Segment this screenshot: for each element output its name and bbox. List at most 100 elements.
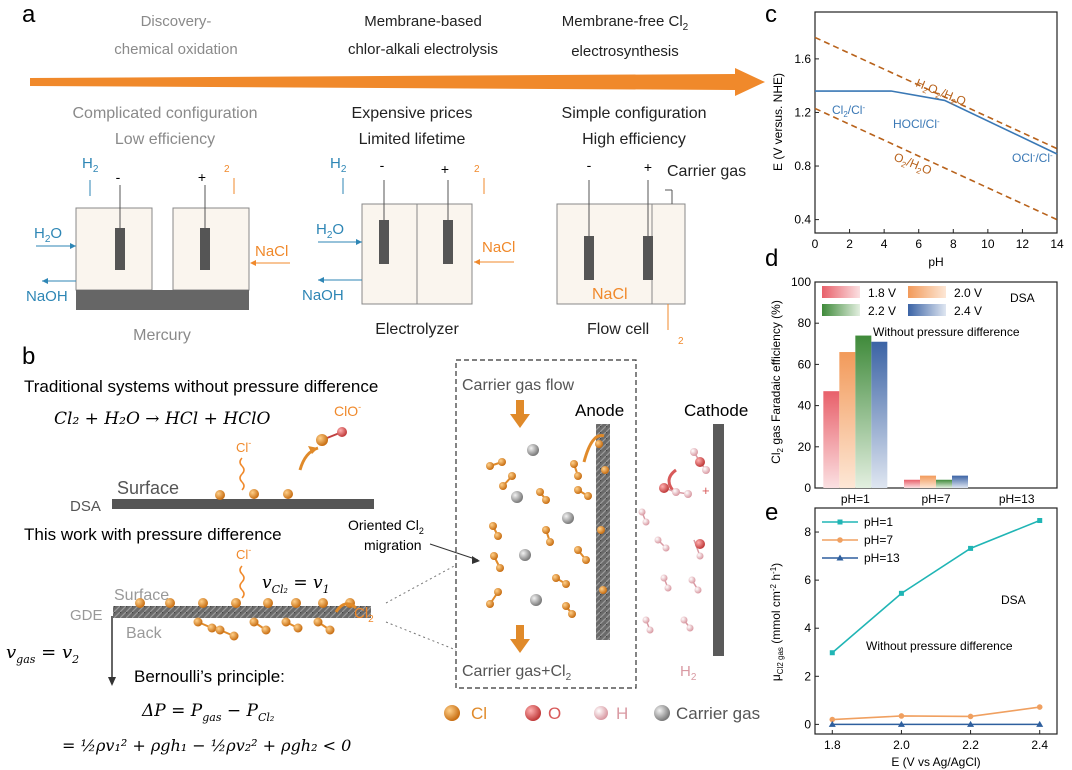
mercury-nacl-label: NaCl (255, 243, 288, 260)
carrier-gas-plus-label: Carrier gas+Cl2 (462, 663, 572, 683)
electrolyzer-anode (443, 220, 453, 264)
legend-carrier-atom (654, 705, 670, 721)
legend-o-atom (525, 705, 541, 721)
gde-electrode (113, 606, 371, 618)
mercury-left-chamber (75, 207, 153, 291)
chart-e-legend-label: pH=7 (864, 533, 893, 547)
stage2-title-line1: Membrane-based (364, 13, 482, 30)
mercury-h2-label: H2 (82, 155, 99, 175)
stage3-note-line2: High efficiency (582, 131, 686, 148)
chart-e-ylabel: μCl2 gas (mmol cm-2 h-1) (769, 563, 785, 681)
cl-ion-bottom: Cl- (236, 545, 251, 562)
stage2-title-line2: chlor-alkali electrolysis (348, 41, 498, 58)
panel-a-label: a (22, 1, 36, 28)
chart-e-xtick-label: 2.2 (962, 738, 979, 752)
cl-ion-top: Cl- (236, 438, 251, 455)
chart-d-ytick-label: 80 (798, 316, 812, 330)
anode-curved-arrow (582, 434, 605, 463)
cathode-label: Cathode (684, 401, 748, 420)
chart-d-ytick-label: 20 (798, 440, 812, 454)
mercury-minus: - (116, 169, 121, 185)
chart-c-series-line (814, 107, 1058, 221)
chart-c-ytick-label: 0.8 (794, 159, 811, 173)
chart-e-series-line (831, 519, 1041, 654)
chart-e-point (1037, 518, 1043, 524)
panel-b-label: b (22, 343, 35, 370)
electrolyzer-cell: - + H2 2 H2O NaOH NaCl Electrolyzer (302, 155, 515, 338)
panel-d-label: d (765, 245, 778, 272)
electrolyzer-nacl-label: NaCl (482, 239, 515, 256)
mercury-caption: Mercury (133, 327, 191, 344)
legend-o-label: O (548, 704, 561, 723)
chart-e-legend-marker (837, 519, 843, 525)
chart-c-series (814, 36, 1058, 221)
flow-cell-nacl: NaCl (592, 286, 628, 303)
zoom-molecules (486, 440, 609, 618)
stage3-title-line1: Membrane-free Cl2 (562, 13, 689, 33)
chart-c-xtick-label: 2 (846, 237, 853, 251)
chart-e-series (828, 518, 1044, 727)
chart-d-legend-label: 2.0 V (954, 286, 982, 300)
flow-cell: - + Carrier gas NaCl 2 Flow cell (556, 157, 746, 347)
panel-d: d 0 20 40 60 80 100 pH=1 pH=7 pH=13 Cl2 gas Fara… (765, 245, 1058, 506)
gde-label: GDE (70, 607, 103, 624)
cl-ion-wave-bottom (239, 565, 245, 599)
legend-cl-label: Cl (471, 704, 487, 723)
chart-d-legend-label: 2.4 V (954, 304, 982, 318)
flow-cell-body (556, 203, 686, 305)
chart-d-bar (871, 341, 888, 488)
chart-c-xtick-label: 6 (915, 237, 922, 251)
reaction-equation: Cl₂ + H₂O → HCl + HClO (54, 409, 271, 429)
chart-d-legend-label: 1.8 V (868, 286, 896, 300)
oriented-migration-pointer (429, 543, 479, 561)
flow-cell-cl2-out: 2 (678, 336, 684, 347)
atom-legend: Cl O H Carrier gas (444, 704, 760, 723)
chart-e-xtick-label: 1.8 (824, 738, 841, 752)
chart-e-legend-marker (836, 554, 844, 561)
stage1-note-line1: Complicated configuration (73, 105, 258, 122)
chart-d-category-label: pH=1 (841, 492, 870, 506)
chart-d-bar (920, 475, 936, 488)
cathode-molecules (638, 448, 710, 634)
panel-e-label: e (765, 499, 778, 526)
svg-text:+: + (702, 483, 710, 498)
panel-c-label: c (765, 1, 777, 28)
cathode-h2-label: H2 (680, 663, 697, 683)
chart-e-legend-marker (837, 537, 843, 543)
chart-d-bar (823, 391, 840, 488)
chart-d-bar (855, 335, 872, 488)
chart-c-xlabel: pH (928, 255, 943, 269)
electrolyzer-left-chamber (361, 203, 418, 305)
chart-d-ytick-label: 40 (798, 399, 812, 413)
clo-label: ClO- (334, 402, 361, 419)
mercury-plus: + (198, 169, 206, 185)
clo-o-atom (337, 427, 347, 437)
flow-cell-carrier-gas: Carrier gas (667, 163, 746, 180)
chart-e-ticks: 1.8 2.0 2.2 2.4 0 2 4 6 8 (804, 525, 1048, 752)
stage3-title-line2: electrosynthesis (571, 43, 679, 60)
mercury-layer (76, 290, 249, 310)
dsa-label: DSA (70, 498, 101, 515)
legend-carrier-label: Carrier gas (676, 704, 760, 723)
chart-c-ticks: 0 2 4 6 8 10 12 14 0.4 0.8 1.2 1.6 (794, 52, 1064, 251)
oriented-migration-line2: migration (364, 537, 422, 553)
chart-e-point (1036, 720, 1044, 727)
chart-d-legend-swatch (822, 286, 860, 298)
timeline-arrow (30, 68, 765, 96)
mercury-right-chamber (172, 207, 250, 291)
chart-e-series-line (832, 706, 1040, 721)
cathode-electrode (713, 424, 724, 656)
chart-d-ytick-label: 100 (791, 275, 811, 289)
chart-d-bar (904, 479, 920, 488)
traditional-heading: Traditional systems without pressure dif… (24, 377, 378, 396)
chart-c-ytick-label: 0.4 (794, 213, 811, 227)
flow-cell-cathode (584, 236, 594, 280)
chart-e-legend: pH=1 pH=7 pH=13 (822, 515, 900, 565)
chart-e-xlabel: E (V vs Ag/AgCl) (891, 755, 980, 769)
chart-e-dsa-annotation: DSA (1001, 593, 1026, 607)
flow-cell-anode (643, 236, 653, 280)
chart-e-point (897, 720, 905, 727)
surface-label-top: Surface (117, 478, 179, 498)
chart-d-category-label: pH=13 (999, 492, 1035, 506)
